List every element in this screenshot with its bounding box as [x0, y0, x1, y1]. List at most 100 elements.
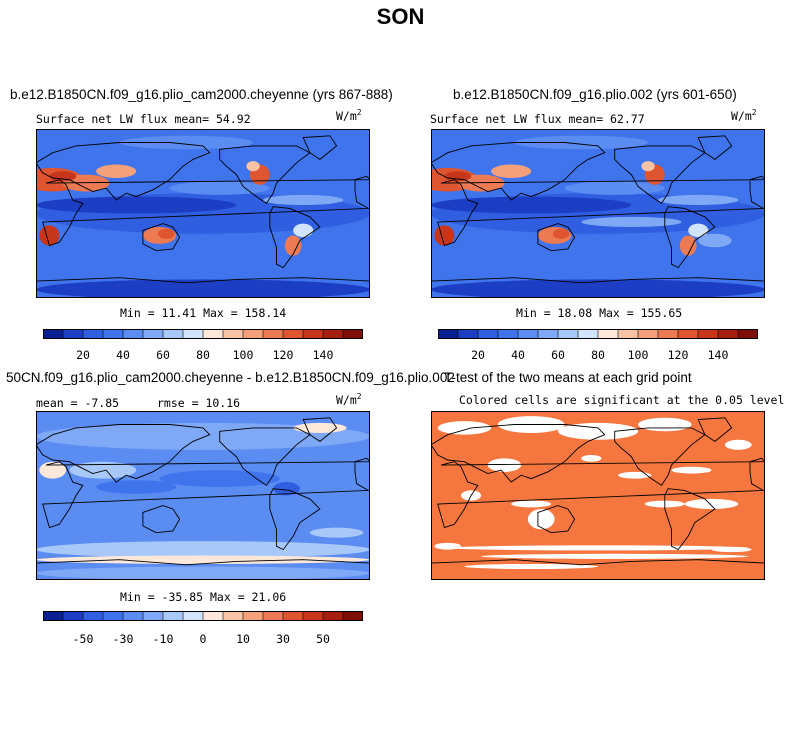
colorbar-tick-label: 100 [232, 348, 254, 362]
colorbar-swatch [203, 329, 224, 339]
colorbar-swatch [263, 329, 284, 339]
colorbar-swatch [638, 329, 659, 339]
panel4-title: T-test of the two means at each grid poi… [444, 370, 692, 385]
panel3-units: W/m2 [336, 392, 362, 407]
colorbar-swatch [458, 329, 479, 339]
colorbar-swatch [63, 611, 84, 621]
coastline [269, 488, 321, 551]
colorbar-tick-label: -30 [112, 632, 134, 646]
colorbar-swatch [618, 329, 639, 339]
panel2-title: b.e12.B1850CN.f09_g16.plio.002 (yrs 601-… [453, 87, 737, 102]
field-region [36, 150, 370, 175]
field-region [36, 555, 370, 564]
colorbar-swatch [103, 329, 124, 339]
coastline [42, 457, 370, 529]
colorbar-tick-label: 40 [511, 348, 525, 362]
field-region [36, 247, 370, 275]
coastline [36, 424, 211, 483]
field-region [36, 196, 237, 214]
coastline [36, 559, 370, 580]
map-frame [36, 129, 370, 298]
colorbar-swatch [143, 329, 164, 339]
colorbar-swatch [243, 611, 264, 621]
field-region [246, 161, 260, 172]
colorbar-swatch [558, 329, 579, 339]
field-region [431, 150, 765, 175]
panel1-title: b.e12.B1850CN.f09_g16.plio_cam2000.cheye… [10, 87, 393, 102]
colorbar-tick-label: 140 [707, 348, 729, 362]
colorbar-swatch [343, 611, 363, 621]
coastline [302, 417, 338, 442]
colorbar-tick-label: 20 [76, 348, 90, 362]
colorbar-swatch [283, 329, 304, 339]
colorbar-tick-label: 140 [312, 348, 334, 362]
colorbar-swatch [658, 329, 679, 339]
colorbar-tick-label: 80 [591, 348, 605, 362]
colorbar-swatch [163, 611, 184, 621]
colorbar-swatch [303, 329, 324, 339]
colorbar-tick-label: 20 [471, 348, 485, 362]
panel3-colorbar [43, 611, 363, 621]
colorbar-swatch [243, 329, 264, 339]
field-region [431, 247, 765, 275]
panel2-units: W/m2 [731, 108, 757, 123]
field-region [36, 566, 370, 580]
coastline [431, 142, 606, 201]
field-region [658, 194, 739, 206]
coastline [431, 424, 606, 483]
colorbar-swatch [83, 611, 104, 621]
nonsignificant-region [447, 545, 749, 551]
panel4-subtitle: Colored cells are significant at the 0.0… [459, 393, 785, 407]
nonsignificant-region [511, 500, 552, 508]
colorbar-swatch [578, 329, 599, 339]
nonsignificant-region [487, 458, 522, 472]
coastline [219, 145, 311, 205]
field-region [36, 422, 370, 450]
nonsignificant-region [684, 498, 739, 510]
field-region [119, 135, 254, 150]
coastline [142, 223, 181, 252]
colorbar-swatch [123, 611, 144, 621]
field-region [39, 225, 60, 246]
field-region [36, 411, 370, 580]
coastline [219, 427, 311, 487]
colorbar-swatch [143, 611, 164, 621]
field-region [49, 171, 77, 182]
coastline [431, 277, 765, 298]
colorbar-tick-label: -10 [152, 632, 174, 646]
field-region [431, 279, 765, 298]
panel1-colorbar [43, 329, 363, 339]
panel4-map [431, 411, 765, 580]
field-region [169, 181, 270, 195]
coastline [36, 142, 211, 201]
colorbar-tick-label: 100 [627, 348, 649, 362]
panel2-map [431, 129, 765, 298]
colorbar-tick-label: 60 [156, 348, 170, 362]
colorbar-swatch [103, 611, 124, 621]
field-region [293, 422, 347, 433]
colorbar-swatch [303, 611, 324, 621]
nonsignificant-region [711, 547, 752, 553]
coastline [697, 417, 733, 442]
colorbar-tick-label: 10 [236, 632, 250, 646]
panel1-mean: Surface net LW flux mean= 54.92 [36, 112, 251, 126]
panel1-minmax: Min = 11.41 Max = 158.14 [120, 306, 287, 320]
nonsignificant-region [581, 454, 602, 462]
panel3-minmax: Min = -35.85 Max = 21.06 [120, 590, 287, 604]
coastline [614, 145, 706, 205]
colorbar-tick-label: 50 [316, 632, 330, 646]
colorbar-swatch [538, 329, 559, 339]
colorbar-swatch [63, 329, 84, 339]
nonsignificant-region [638, 417, 692, 432]
coastline [664, 206, 716, 269]
colorbar-swatch [203, 611, 224, 621]
colorbar-swatch [738, 329, 758, 339]
field-region [157, 228, 175, 239]
coastline [431, 559, 765, 580]
panel1-units: W/m2 [336, 108, 362, 123]
colorbar-swatch [163, 329, 184, 339]
field-region [444, 171, 472, 182]
panel2-colorbar [438, 329, 758, 339]
field-region [36, 541, 370, 559]
field-region [36, 279, 370, 298]
